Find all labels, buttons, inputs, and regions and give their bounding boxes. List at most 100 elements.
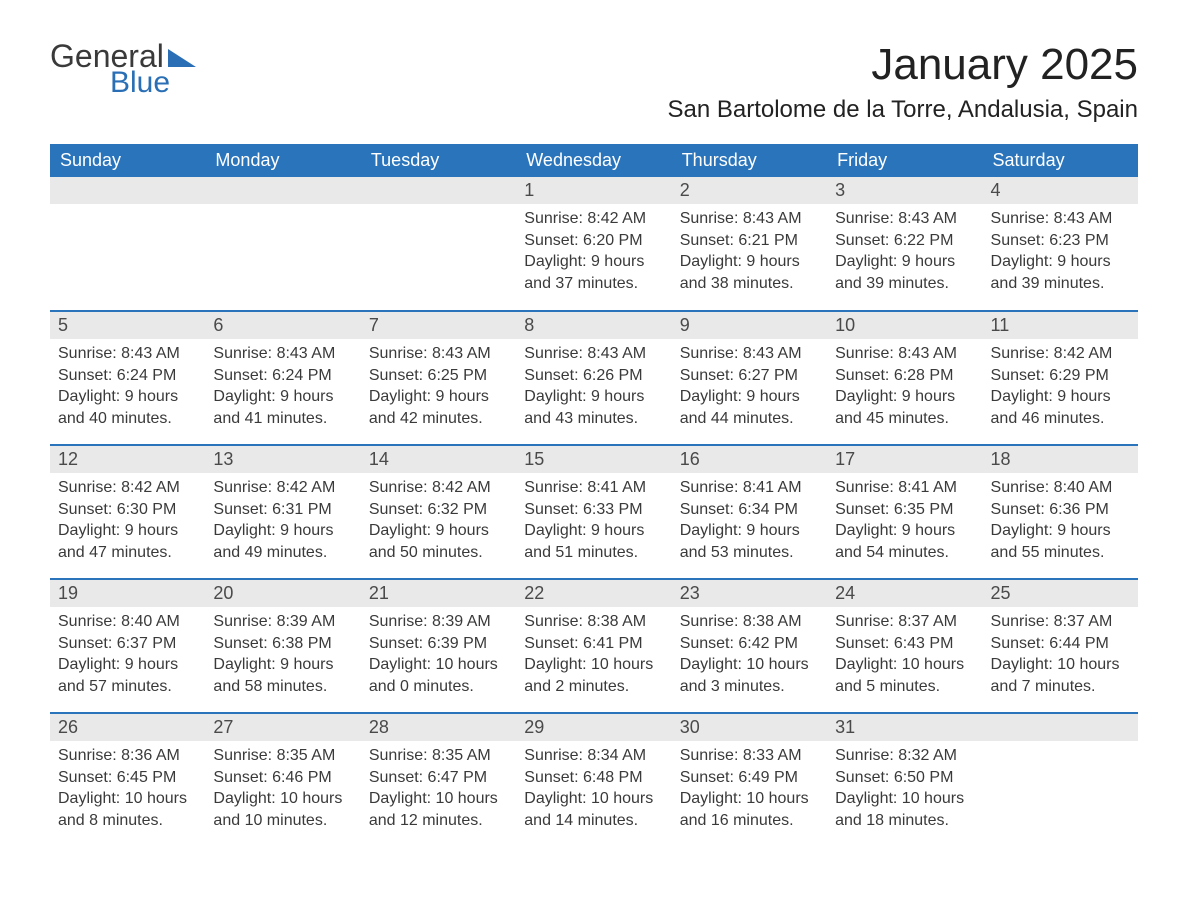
sunrise-line: Sunrise: 8:43 AM — [680, 343, 819, 365]
weekday-header: Saturday — [983, 144, 1138, 177]
calendar-day-cell: 21Sunrise: 8:39 AMSunset: 6:39 PMDayligh… — [361, 579, 516, 713]
sunrise-line: Sunrise: 8:43 AM — [213, 343, 352, 365]
calendar-day-cell: 15Sunrise: 8:41 AMSunset: 6:33 PMDayligh… — [516, 445, 671, 579]
day-number-bar — [205, 177, 360, 204]
month-title: January 2025 — [667, 40, 1138, 90]
daylight-line: Daylight: 9 hours and 57 minutes. — [58, 654, 197, 697]
daylight-line: Daylight: 9 hours and 53 minutes. — [680, 520, 819, 563]
calendar-day-cell — [983, 713, 1138, 847]
daylight-line: Daylight: 9 hours and 50 minutes. — [369, 520, 508, 563]
day-number: 20 — [205, 580, 360, 607]
calendar-table: SundayMondayTuesdayWednesdayThursdayFrid… — [50, 144, 1138, 847]
day-number: 18 — [983, 446, 1138, 473]
day-details: Sunrise: 8:33 AMSunset: 6:49 PMDaylight:… — [672, 741, 827, 839]
daylight-line: Daylight: 9 hours and 41 minutes. — [213, 386, 352, 429]
calendar-day-cell: 28Sunrise: 8:35 AMSunset: 6:47 PMDayligh… — [361, 713, 516, 847]
day-number: 14 — [361, 446, 516, 473]
daylight-line: Daylight: 9 hours and 47 minutes. — [58, 520, 197, 563]
day-number: 7 — [361, 312, 516, 339]
sunset-line: Sunset: 6:20 PM — [524, 230, 663, 252]
day-details: Sunrise: 8:43 AMSunset: 6:22 PMDaylight:… — [827, 204, 982, 302]
sunrise-line: Sunrise: 8:41 AM — [524, 477, 663, 499]
sunrise-line: Sunrise: 8:43 AM — [991, 208, 1130, 230]
calendar-day-cell: 10Sunrise: 8:43 AMSunset: 6:28 PMDayligh… — [827, 311, 982, 445]
daylight-line: Daylight: 10 hours and 16 minutes. — [680, 788, 819, 831]
sunset-line: Sunset: 6:43 PM — [835, 633, 974, 655]
day-details: Sunrise: 8:43 AMSunset: 6:23 PMDaylight:… — [983, 204, 1138, 302]
weekday-header: Thursday — [672, 144, 827, 177]
day-details: Sunrise: 8:42 AMSunset: 6:32 PMDaylight:… — [361, 473, 516, 571]
calendar-day-cell: 18Sunrise: 8:40 AMSunset: 6:36 PMDayligh… — [983, 445, 1138, 579]
day-number-bar — [361, 177, 516, 204]
day-details: Sunrise: 8:42 AMSunset: 6:31 PMDaylight:… — [205, 473, 360, 571]
sunset-line: Sunset: 6:27 PM — [680, 365, 819, 387]
day-number: 1 — [516, 177, 671, 204]
day-number: 29 — [516, 714, 671, 741]
sunrise-line: Sunrise: 8:41 AM — [835, 477, 974, 499]
calendar-day-cell: 24Sunrise: 8:37 AMSunset: 6:43 PMDayligh… — [827, 579, 982, 713]
daylight-line: Daylight: 9 hours and 51 minutes. — [524, 520, 663, 563]
day-number: 13 — [205, 446, 360, 473]
sunset-line: Sunset: 6:21 PM — [680, 230, 819, 252]
sunset-line: Sunset: 6:24 PM — [58, 365, 197, 387]
day-number: 16 — [672, 446, 827, 473]
sunset-line: Sunset: 6:39 PM — [369, 633, 508, 655]
weekday-header: Wednesday — [516, 144, 671, 177]
sunset-line: Sunset: 6:45 PM — [58, 767, 197, 789]
day-number: 25 — [983, 580, 1138, 607]
calendar-day-cell: 17Sunrise: 8:41 AMSunset: 6:35 PMDayligh… — [827, 445, 982, 579]
sunset-line: Sunset: 6:26 PM — [524, 365, 663, 387]
day-details: Sunrise: 8:40 AMSunset: 6:36 PMDaylight:… — [983, 473, 1138, 571]
sunset-line: Sunset: 6:32 PM — [369, 499, 508, 521]
sunrise-line: Sunrise: 8:41 AM — [680, 477, 819, 499]
sunset-line: Sunset: 6:47 PM — [369, 767, 508, 789]
day-details: Sunrise: 8:42 AMSunset: 6:29 PMDaylight:… — [983, 339, 1138, 437]
calendar-day-cell: 30Sunrise: 8:33 AMSunset: 6:49 PMDayligh… — [672, 713, 827, 847]
day-number: 21 — [361, 580, 516, 607]
sunrise-line: Sunrise: 8:40 AM — [991, 477, 1130, 499]
calendar-day-cell: 25Sunrise: 8:37 AMSunset: 6:44 PMDayligh… — [983, 579, 1138, 713]
sunrise-line: Sunrise: 8:37 AM — [991, 611, 1130, 633]
sunset-line: Sunset: 6:44 PM — [991, 633, 1130, 655]
sunrise-line: Sunrise: 8:33 AM — [680, 745, 819, 767]
sunrise-line: Sunrise: 8:39 AM — [369, 611, 508, 633]
daylight-line: Daylight: 9 hours and 55 minutes. — [991, 520, 1130, 563]
page-header: General Blue January 2025 San Bartolome … — [50, 40, 1138, 124]
daylight-line: Daylight: 10 hours and 18 minutes. — [835, 788, 974, 831]
daylight-line: Daylight: 10 hours and 5 minutes. — [835, 654, 974, 697]
day-details: Sunrise: 8:43 AMSunset: 6:27 PMDaylight:… — [672, 339, 827, 437]
day-details: Sunrise: 8:38 AMSunset: 6:42 PMDaylight:… — [672, 607, 827, 705]
day-number: 12 — [50, 446, 205, 473]
sunset-line: Sunset: 6:46 PM — [213, 767, 352, 789]
day-number: 10 — [827, 312, 982, 339]
title-block: January 2025 San Bartolome de la Torre, … — [667, 40, 1138, 124]
daylight-line: Daylight: 9 hours and 43 minutes. — [524, 386, 663, 429]
daylight-line: Daylight: 9 hours and 58 minutes. — [213, 654, 352, 697]
day-number: 28 — [361, 714, 516, 741]
day-number: 15 — [516, 446, 671, 473]
day-details: Sunrise: 8:34 AMSunset: 6:48 PMDaylight:… — [516, 741, 671, 839]
sunrise-line: Sunrise: 8:43 AM — [680, 208, 819, 230]
sunset-line: Sunset: 6:29 PM — [991, 365, 1130, 387]
calendar-day-cell: 19Sunrise: 8:40 AMSunset: 6:37 PMDayligh… — [50, 579, 205, 713]
location-subtitle: San Bartolome de la Torre, Andalusia, Sp… — [667, 96, 1138, 124]
sunset-line: Sunset: 6:30 PM — [58, 499, 197, 521]
calendar-week-row: 19Sunrise: 8:40 AMSunset: 6:37 PMDayligh… — [50, 579, 1138, 713]
calendar-day-cell: 26Sunrise: 8:36 AMSunset: 6:45 PMDayligh… — [50, 713, 205, 847]
daylight-line: Daylight: 10 hours and 12 minutes. — [369, 788, 508, 831]
weekday-header: Monday — [205, 144, 360, 177]
calendar-day-cell: 3Sunrise: 8:43 AMSunset: 6:22 PMDaylight… — [827, 177, 982, 311]
day-number: 26 — [50, 714, 205, 741]
calendar-day-cell: 16Sunrise: 8:41 AMSunset: 6:34 PMDayligh… — [672, 445, 827, 579]
calendar-day-cell: 4Sunrise: 8:43 AMSunset: 6:23 PMDaylight… — [983, 177, 1138, 311]
day-number: 8 — [516, 312, 671, 339]
calendar-day-cell: 13Sunrise: 8:42 AMSunset: 6:31 PMDayligh… — [205, 445, 360, 579]
sunset-line: Sunset: 6:36 PM — [991, 499, 1130, 521]
calendar-week-row: 1Sunrise: 8:42 AMSunset: 6:20 PMDaylight… — [50, 177, 1138, 311]
daylight-line: Daylight: 10 hours and 3 minutes. — [680, 654, 819, 697]
daylight-line: Daylight: 10 hours and 8 minutes. — [58, 788, 197, 831]
day-details: Sunrise: 8:43 AMSunset: 6:24 PMDaylight:… — [50, 339, 205, 437]
day-details: Sunrise: 8:39 AMSunset: 6:39 PMDaylight:… — [361, 607, 516, 705]
day-body-empty — [205, 204, 360, 294]
sunrise-line: Sunrise: 8:42 AM — [524, 208, 663, 230]
